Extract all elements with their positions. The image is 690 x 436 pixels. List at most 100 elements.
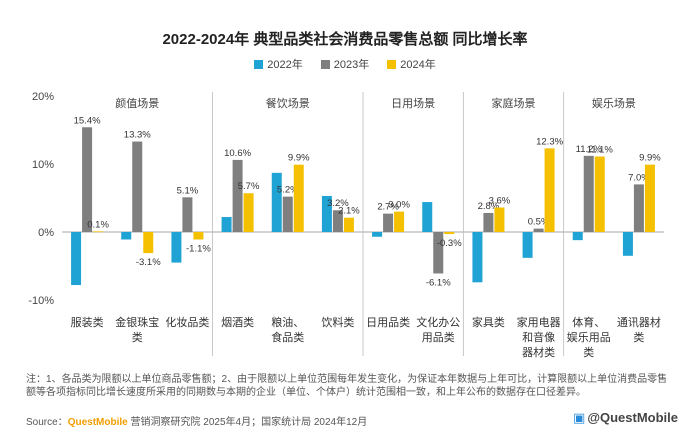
bar-2023年-9 [533, 228, 544, 232]
bar-2022年-5 [321, 195, 332, 232]
category-label: 化妆品类 [165, 315, 209, 329]
bar-2023年-6 [383, 213, 394, 232]
data-label: -0.3% [437, 238, 462, 249]
bar-2022年-8 [472, 232, 483, 283]
bar-2023年-3 [232, 159, 243, 232]
bar-2022年-2 [171, 232, 182, 263]
category-label: 器材类 [522, 345, 555, 359]
bar-2024年-2 [193, 232, 204, 240]
bar-2022年-11 [622, 232, 633, 256]
category-label: 类 [583, 345, 594, 359]
source-line: Source：QuestMobile 营销洞察研究院 2025年4月；国家统计局… [26, 413, 367, 428]
data-label: 10.6% [224, 148, 251, 159]
bar-2023年-10 [583, 155, 594, 232]
group-label: 餐饮场景 [266, 96, 310, 110]
legend-item-2023: 2023年 [320, 56, 370, 72]
group-label: 日用场景 [391, 96, 435, 110]
bar-chart: 20% 10% 0% -10% 颜值场景 餐饮场景 日用场景 家庭场景 娱乐场景 15.4% 13.… [28, 91, 664, 359]
bar-2024年-1 [143, 232, 154, 254]
bar-2022年-7 [422, 202, 433, 232]
category-label: 烟酒类 [221, 315, 254, 329]
y-tick-label: 10% [32, 159, 54, 171]
category-label: 服装类 [71, 315, 104, 329]
bar-2022年-1 [121, 232, 132, 240]
legend-item-2022: 2022年 [254, 56, 303, 72]
bar-2024年-5 [343, 217, 354, 232]
watermark-text: @QuestMobile [587, 410, 678, 425]
category-label: 体育、 [572, 315, 605, 329]
bar-2024年-7 [444, 232, 455, 235]
bar-2023年-5 [332, 210, 343, 232]
bar-2024年-6 [394, 211, 405, 232]
data-label: 9.9% [639, 153, 661, 164]
bar-2024年-3 [243, 193, 254, 232]
data-label: 15.4% [74, 115, 101, 126]
footnote: 注：1、各品类为限额以上单位商品零售额；2、由于限额以上单位范围每年发生变化，为… [26, 374, 668, 398]
data-label: 12.3% [536, 136, 563, 147]
source-brand: QuestMobile [67, 417, 128, 428]
data-label: 11.1% [587, 145, 614, 156]
category-label: 文化办公 [416, 315, 460, 329]
category-label: 类 [132, 330, 143, 344]
data-label: 3.0% [388, 200, 410, 211]
legend-item-2024: 2024年 [387, 56, 436, 72]
legend-swatch [320, 59, 330, 69]
bar-2024年-10 [594, 156, 605, 232]
data-label: 5.1% [177, 185, 199, 196]
category-label: 食品类 [271, 330, 304, 344]
category-label: 通讯器材 [617, 315, 661, 329]
bar-2022年-10 [572, 232, 583, 241]
bar-2023年-2 [182, 197, 193, 232]
category-label: 娱乐用品 [567, 330, 611, 344]
bar-2024年-11 [644, 164, 655, 232]
data-label: 0.1% [87, 219, 109, 230]
data-label: 0.5% [528, 217, 550, 228]
y-tick-label: 20% [32, 91, 54, 103]
category-label: 类 [633, 330, 644, 344]
legend-label: 2023年 [333, 59, 370, 71]
y-tick-label: 0% [38, 227, 54, 239]
data-label: 2.8% [478, 201, 500, 212]
legend-swatch [254, 59, 264, 69]
category-label: 家用电器 [517, 315, 561, 329]
bar-2023年-8 [483, 212, 494, 232]
group-label: 娱乐场景 [592, 96, 636, 110]
bar-2024年-0 [93, 231, 104, 233]
data-label: 11.2% [576, 144, 603, 155]
category-label: 用品类 [422, 330, 455, 344]
data-label: 9.9% [288, 153, 310, 164]
bar-2022年-3 [221, 217, 232, 232]
bar-2023年-7 [433, 232, 444, 274]
source-prefix: Source： [26, 417, 68, 428]
data-label: 3.2% [327, 198, 349, 209]
bar-2022年-9 [522, 232, 533, 258]
category-label: 日用品类 [366, 315, 410, 329]
bar-2023年-4 [282, 196, 293, 232]
category-label: 家具类 [472, 315, 505, 329]
chart-title: 2022-2024年 典型品类社会消费品零售总额 同比增长率 [162, 31, 528, 48]
category-label: 和音像 [522, 330, 555, 344]
group-label: 颜值场景 [115, 96, 159, 110]
data-label: -3.1% [136, 257, 161, 268]
bar-2023年-0 [82, 127, 93, 232]
data-label: -1.1% [186, 243, 211, 254]
source-rest: 营销洞察研究院 2025年4月；国家统计局 2024年12月 [127, 417, 368, 428]
data-label: 2.1% [338, 206, 360, 217]
legend-label: 2024年 [400, 59, 436, 71]
y-tick-label: -10% [28, 295, 54, 307]
chart-legend: 2022年 2023年 2024年 [0, 56, 690, 72]
bar-2023年-11 [633, 184, 644, 232]
data-label: 5.2% [277, 185, 299, 196]
category-label: 金银珠宝 [115, 315, 159, 329]
bar-2022年-0 [71, 232, 82, 286]
data-label: 5.7% [238, 181, 260, 192]
data-label: 13.3% [124, 130, 151, 141]
data-label: -6.1% [426, 277, 451, 288]
legend-label: 2022年 [267, 59, 303, 71]
category-label: 粮油、 [271, 315, 304, 329]
brand-watermark: ▣ @QuestMobile [573, 410, 678, 426]
legend-swatch [387, 59, 397, 69]
data-label: 2.7% [377, 202, 399, 213]
bar-2022年-6 [372, 232, 383, 237]
bar-2022年-4 [271, 172, 282, 232]
